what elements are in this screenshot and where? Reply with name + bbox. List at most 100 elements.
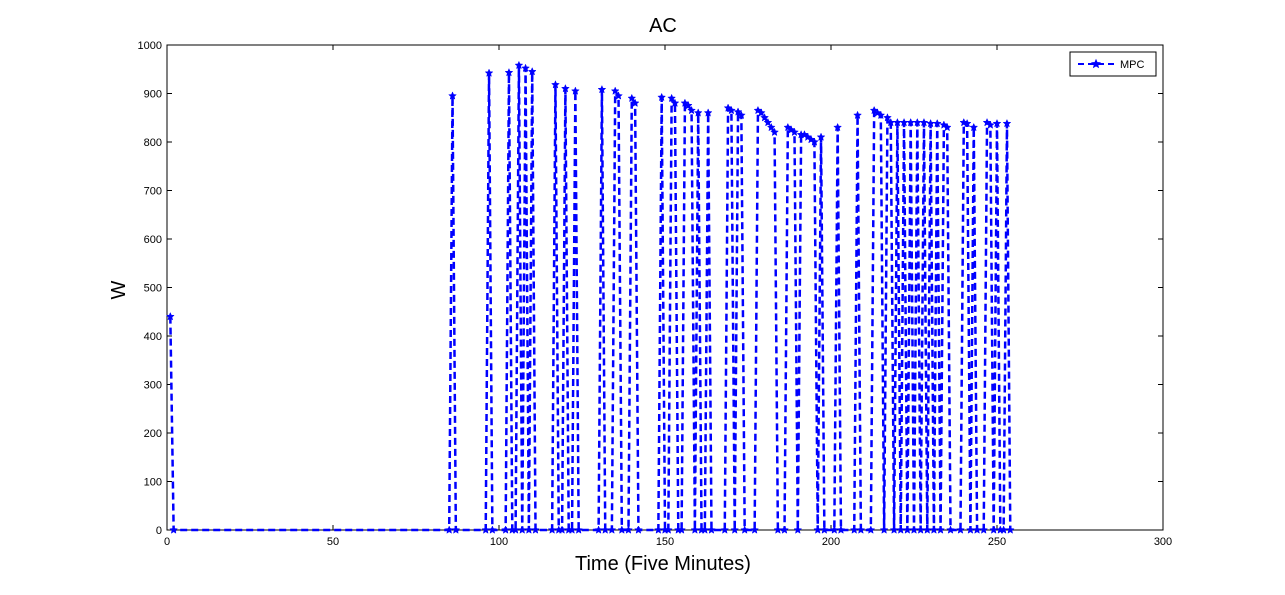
data-point xyxy=(766,122,776,132)
data-point xyxy=(169,525,179,534)
data-point xyxy=(451,525,461,534)
data-point xyxy=(570,86,580,95)
data-point xyxy=(630,98,640,107)
data-point xyxy=(833,122,843,132)
y-axis-title: W xyxy=(108,280,130,299)
data-point xyxy=(780,525,789,534)
data-point xyxy=(165,311,175,321)
data-point xyxy=(760,113,770,122)
y-tick-label: 300 xyxy=(144,380,162,392)
x-tick-label: 0 xyxy=(164,536,170,548)
data-point xyxy=(919,117,929,127)
data-point xyxy=(726,105,736,115)
series-mpc xyxy=(165,60,1015,534)
legend: MPC xyxy=(1069,51,1157,77)
data-point xyxy=(992,118,1002,128)
data-point xyxy=(763,117,773,127)
data-point xyxy=(809,137,819,146)
data-point xyxy=(770,127,779,137)
data-point xyxy=(793,525,803,534)
data-point xyxy=(574,525,584,534)
data-point xyxy=(720,525,730,534)
y-tick-label: 1000 xyxy=(138,40,162,52)
data-point xyxy=(942,122,952,132)
data-point xyxy=(667,93,677,103)
y-tick-label: 700 xyxy=(144,186,162,198)
data-point xyxy=(730,525,740,534)
data-point xyxy=(985,120,995,129)
data-point xyxy=(677,525,687,534)
data-point xyxy=(683,100,693,110)
x-tick-label: 150 xyxy=(656,536,674,548)
data-point xyxy=(853,110,862,120)
data-point xyxy=(657,92,667,102)
legend-label-mpc: MPC xyxy=(1120,59,1145,71)
data-point xyxy=(733,107,743,116)
data-point xyxy=(879,525,889,534)
y-tick-label: 0 xyxy=(156,525,162,537)
data-point xyxy=(610,86,620,95)
x-tick-label: 100 xyxy=(490,536,508,548)
data-point xyxy=(627,93,637,103)
data-point xyxy=(703,108,713,117)
y-tick-label: 200 xyxy=(144,428,162,440)
x-tick-label: 200 xyxy=(822,536,840,548)
data-point xyxy=(707,525,716,534)
data-point xyxy=(946,525,955,534)
data-point xyxy=(607,525,617,534)
data-point xyxy=(521,63,530,73)
data-point xyxy=(614,91,623,100)
data-point xyxy=(956,525,965,534)
chart-title: AC xyxy=(649,15,677,37)
data-point xyxy=(504,68,514,77)
data-point xyxy=(883,113,892,122)
data-point xyxy=(1002,118,1012,128)
x-axis-title: Time (Five Minutes) xyxy=(575,553,751,575)
legend-box xyxy=(1069,51,1157,77)
data-point xyxy=(876,110,886,120)
legend-star-marker xyxy=(1090,58,1102,69)
y-tick-label: 900 xyxy=(144,89,162,101)
y-tick-label: 500 xyxy=(144,283,162,295)
data-point xyxy=(663,525,673,534)
data-point xyxy=(693,108,703,117)
data-point xyxy=(527,67,537,76)
x-tick-label: 300 xyxy=(1154,536,1172,548)
data-point xyxy=(551,80,560,89)
x-tick-label: 50 xyxy=(327,536,339,548)
data-point xyxy=(856,525,866,534)
data-point xyxy=(932,118,942,128)
x-axis: 0 50 100 150 200 250 300 xyxy=(164,45,1172,548)
x-tick-label: 250 xyxy=(988,536,1006,548)
data-point xyxy=(979,525,989,534)
data-point xyxy=(687,105,696,115)
data-point xyxy=(756,108,766,117)
data-point xyxy=(819,525,829,534)
data-point xyxy=(634,525,643,534)
data-point xyxy=(1005,525,1015,534)
data-point xyxy=(487,525,497,534)
data-point xyxy=(597,84,607,94)
data-point xyxy=(448,91,457,100)
y-tick-label: 100 xyxy=(144,477,162,489)
data-point xyxy=(866,525,876,534)
data-point xyxy=(969,122,979,132)
data-point xyxy=(750,525,760,534)
data-point xyxy=(936,525,945,534)
y-tick-label: 600 xyxy=(144,234,162,246)
data-point xyxy=(790,127,799,137)
data-point xyxy=(736,110,746,120)
data-point xyxy=(514,60,524,70)
data-point xyxy=(484,68,494,77)
data-point xyxy=(531,525,540,534)
data-point xyxy=(670,98,680,107)
data-point xyxy=(560,84,570,93)
data-point xyxy=(740,525,750,534)
data-point xyxy=(962,118,972,128)
y-tick-label: 800 xyxy=(144,137,162,149)
legend-marker-mpc xyxy=(1090,58,1102,69)
y-axis: 0 100 200 300 400 500 600 700 800 900 1000 xyxy=(138,40,1163,537)
data-point xyxy=(836,525,846,534)
data-point xyxy=(624,525,633,534)
